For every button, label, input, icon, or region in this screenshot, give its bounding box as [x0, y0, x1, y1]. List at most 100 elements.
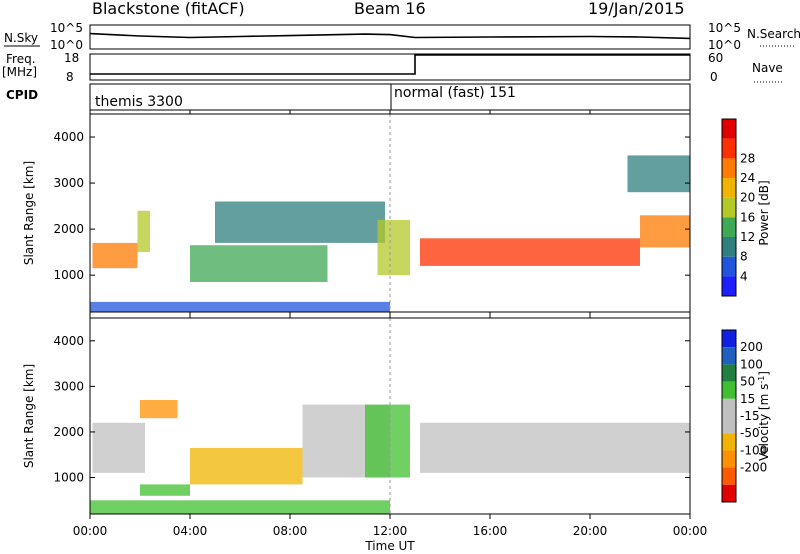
velocity-echo-region-1 [190, 447, 303, 485]
power-echo-region-8 [90, 301, 390, 312]
cpid-mode-2: normal (fast) 151 [394, 85, 516, 101]
freq-tick-bottom: 8 [66, 70, 74, 84]
velocity-cbar-tick-5: -50 [740, 426, 760, 440]
velocity-cbar-cell-1 [722, 347, 736, 365]
power-echo-region-0 [92, 242, 138, 269]
nsky-tick-top-right: 10^5 [708, 21, 741, 35]
velocity-cbar-cell-0 [722, 330, 736, 348]
nsky-line [89, 32, 691, 40]
cpid-mode-1: themis 3300 [95, 94, 183, 110]
power-yticks: 1000 2000 3000 4000 [53, 130, 690, 282]
nave-label: Nave [752, 61, 783, 75]
time-tick-label-5: 20:00 [573, 524, 608, 538]
power-cbar-cell-7 [722, 138, 736, 159]
velocity-cbar-tick-6: -100 [740, 443, 767, 457]
beam-title: Beam 16 [354, 0, 426, 18]
time-tick-label-4: 16:00 [473, 524, 508, 538]
freq-line [90, 54, 690, 75]
velocity-echo-region-5 [420, 422, 690, 473]
power-cbar-tick-4: 20 [740, 191, 755, 205]
nsky-tick-top-left: 10^5 [50, 21, 83, 35]
time-tick-label-1: 04:00 [173, 524, 208, 538]
velocity-yticks: 1000 2000 3000 4000 [53, 334, 690, 485]
date-title: 19/Jan/2015 [588, 0, 685, 18]
power-ytick-label-3: 4000 [53, 130, 84, 144]
nsky-series [89, 32, 691, 40]
power-panel [90, 114, 690, 312]
velocity-cbar-frame [721, 329, 737, 503]
nsky-label: N.Sky [4, 31, 38, 45]
power-echo-region-5 [420, 238, 640, 266]
velocity-cbar-label: Velocity [m s-1] [757, 371, 772, 461]
velocity-ytick-label-0: 1000 [53, 471, 84, 485]
velocity-panel [90, 318, 690, 514]
power-ytick-label-1: 2000 [53, 222, 84, 236]
power-cbar-tick-3: 16 [740, 210, 755, 224]
velocity-cbar-tick-4: -15 [740, 409, 760, 423]
freq-panel-frame [89, 53, 691, 81]
nsky-tick-bottom-right: 10^0 [708, 38, 741, 52]
power-cbar-tick-1: 8 [740, 250, 748, 264]
cpid-label: CPID [6, 88, 38, 102]
power-ytick-label-0: 1000 [53, 268, 84, 282]
nsky-tick-bottom-left: 10^0 [50, 38, 83, 52]
velocity-colorbar: 200 100 50 15 -15 -50 -100 -200 [721, 329, 767, 503]
power-cbar-label: Power [dB] [757, 180, 771, 245]
velocity-cbar-tick-1: 100 [740, 357, 763, 371]
time-axis-ticks: 00:00 04:00 08:00 12:00 16:00 20:00 00:00 [73, 110, 708, 538]
power-cbar-cell-2 [722, 237, 736, 257]
site-title: Blackstone (fitACF) [92, 0, 245, 18]
velocity-echo-region-2 [140, 484, 190, 496]
velocity-cbar-cell-5 [722, 416, 736, 434]
power-echo-region-2 [190, 245, 328, 282]
velocity-ytick-label-3: 4000 [53, 334, 84, 348]
velocity-echo-region-0 [92, 422, 145, 473]
power-cbar-tick-2: 12 [740, 230, 755, 244]
power-cbar-cell-5 [722, 178, 736, 198]
power-cbar-cell-1 [722, 256, 736, 277]
power-cbar-cell-6 [722, 158, 736, 178]
power-cbar-tick-5: 24 [740, 171, 755, 185]
freq-series [90, 54, 690, 75]
velocity-cbar-cell-3 [722, 381, 736, 399]
velocity-cbar-cell-9 [722, 484, 736, 502]
time-tick-label-2: 08:00 [273, 524, 308, 538]
power-echo-region-3 [215, 201, 385, 243]
velocity-cbar-tick-3: 15 [740, 392, 755, 406]
power-colorbar: 4 8 12 16 20 24 28 [721, 118, 755, 297]
freq-unit: [MHz] [2, 65, 37, 79]
freq-tick-top: 18 [64, 51, 79, 65]
velocity-cbar-cell-7 [722, 450, 736, 468]
velocity-cbar-tick-0: 200 [740, 340, 763, 354]
power-echo-region-6 [640, 215, 690, 248]
power-echo-region-7 [627, 155, 690, 193]
velocity-cbar-cell-4 [722, 398, 736, 416]
nave-tick-top: 60 [708, 51, 723, 65]
nave-tick-bottom: 0 [710, 70, 718, 84]
velocity-echo-region-6 [90, 500, 390, 514]
freq-label: Freq. [6, 52, 36, 66]
nsearch-label: N.Search [747, 27, 800, 41]
time-tick-label-6: 00:00 [673, 524, 708, 538]
power-echo-region-4 [377, 219, 410, 276]
velocity-cbar-cell-8 [722, 467, 736, 485]
velocity-cbar-cell-2 [722, 364, 736, 382]
velocity-ytick-label-1: 2000 [53, 425, 84, 439]
power-cbar-cell-8 [722, 119, 736, 139]
power-ylabel: Slant Range [km] [22, 161, 36, 265]
power-cbar-tick-0: 4 [740, 269, 748, 283]
power-ytick-label-2: 3000 [53, 176, 84, 190]
power-cbar-cell-4 [722, 197, 736, 218]
velocity-cbar-tick-2: 50 [740, 375, 755, 389]
power-cbar-tick-6: 28 [740, 151, 755, 165]
power-cbar-cell-3 [722, 217, 736, 237]
velocity-ytick-label-2: 3000 [53, 379, 84, 393]
velocity-cbar-cell-6 [722, 433, 736, 451]
power-cbar-cell-0 [722, 276, 736, 296]
time-axis-label: Time UT [364, 539, 415, 553]
velocity-echo-region-7 [140, 400, 178, 419]
power-cbar-frame [721, 118, 737, 297]
time-tick-label-3: 12:00 [373, 524, 408, 538]
velocity-ylabel: Slant Range [km] [22, 364, 36, 468]
